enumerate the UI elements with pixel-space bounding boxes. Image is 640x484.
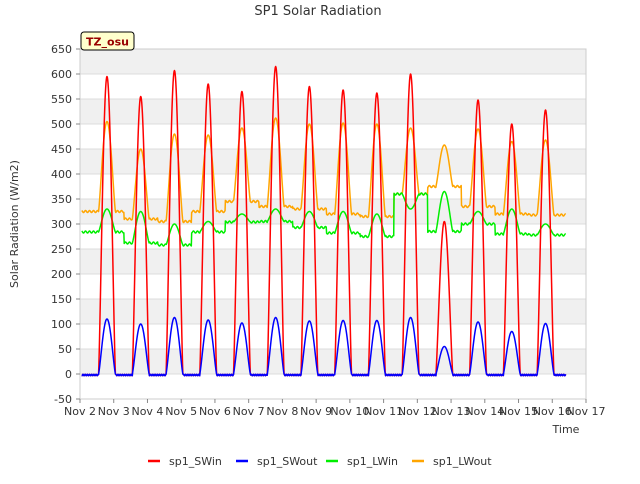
plot-band [80,249,586,274]
x-tick-label: Nov 5 [165,405,197,418]
legend-label-sp1_LWout: sp1_LWout [433,455,492,468]
series-line-sp1_LWout [81,117,567,224]
y-tick-label: 550 [51,93,72,106]
y-tick-label: 200 [51,268,72,281]
x-tick-label: Nov 10 [330,405,369,418]
plot-bands [80,49,586,374]
x-tick-label: Nov 17 [567,405,606,418]
station-tag-box [80,31,135,51]
legend-label-sp1_SWin: sp1_SWin [169,455,222,468]
x-tick-label: Nov 3 [98,405,130,418]
x-tick-label: Nov 6 [199,405,231,418]
y-tick-label: 400 [51,168,72,181]
x-tick-label: Nov 8 [266,405,298,418]
y-tick-label: 100 [51,318,72,331]
station-tag-label: TZ_osu [86,36,129,49]
y-tick-label: 150 [51,293,72,306]
y-tick-label: 600 [51,68,72,81]
x-tick-label: Nov 2 [64,405,96,418]
plot-band [80,199,586,224]
series-line-sp1_SWout [81,316,567,377]
plot-band [80,99,586,124]
station-tag: TZ_osu [80,31,135,51]
x-axis-ticks: Nov 2 Nov 3 Nov 4 Nov 5 Nov 6 Nov 7 Nov 8 Nov 9… [64,399,605,418]
plot-band [80,49,586,74]
x-tick-label: Nov 12 [398,405,437,418]
series-line-sp1_LWin [81,190,567,247]
x-tick-label: Nov 15 [499,405,538,418]
y-tick-label: 450 [51,143,72,156]
x-tick-label: Nov 4 [131,405,163,418]
plot-band [80,349,586,374]
y-tick-label: 0 [65,368,72,381]
x-tick-label: Nov 11 [364,405,403,418]
x-tick-label: Nov 7 [233,405,265,418]
y-tick-label: 50 [58,343,72,356]
y-tick-label: -50 [54,393,72,406]
series-layer [81,65,567,377]
x-tick-label: Nov 9 [300,405,332,418]
y-tick-label: 650 [51,43,72,56]
y-tick-label: 300 [51,218,72,231]
legend-label-sp1_LWin: sp1_LWin [347,455,398,468]
y-axis-ticks: -50 0 50 100 150 200 250 300 350 400 450 500 550 600 6… [51,43,80,406]
y-tick-label: 500 [51,118,72,131]
x-tick-label: Nov 16 [533,405,572,418]
plot-band [80,149,586,174]
plot-band [80,299,586,324]
y-axis-label: Solar Radiation (W/m2) [8,160,21,288]
x-tick-label: Nov 14 [465,405,504,418]
chart-title: SP1 Solar Radiation [254,4,381,19]
y-tick-label: 350 [51,193,72,206]
x-tick-label: Nov 13 [432,405,471,418]
legend: sp1_SWin sp1_SWout sp1_LWin sp1_LWout [148,455,492,468]
legend-label-sp1_SWout: sp1_SWout [257,455,318,468]
x-axis-label: Time [552,423,580,436]
y-tick-label: 250 [51,243,72,256]
